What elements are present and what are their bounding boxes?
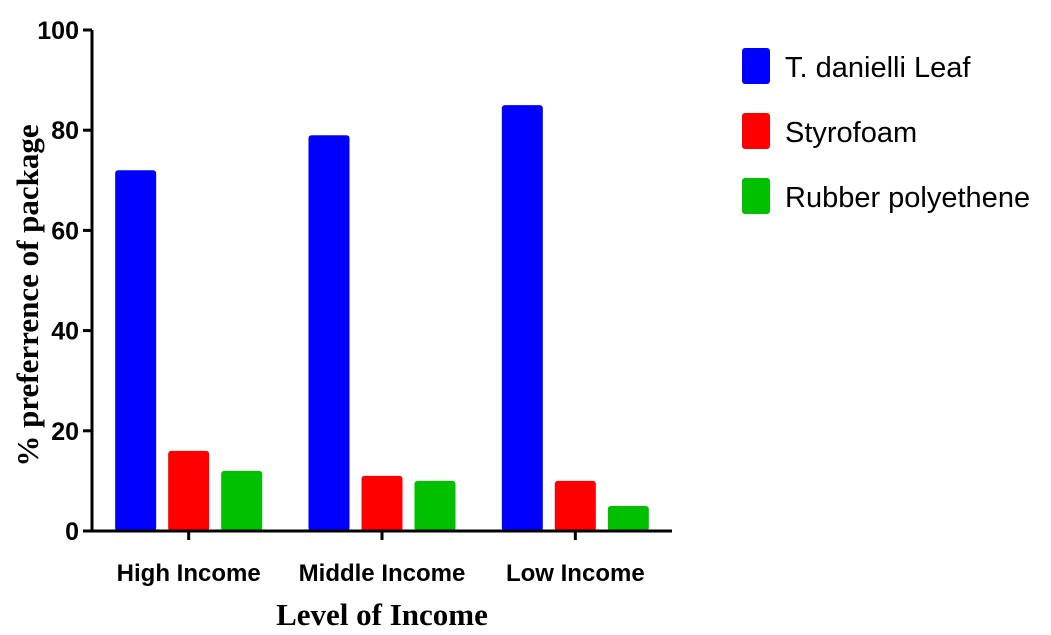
legend-label: Rubber polyethene xyxy=(785,182,1030,214)
legend-label: Styrofoam xyxy=(785,117,917,149)
y-tick-label: 80 xyxy=(51,117,79,145)
legend-swatch xyxy=(742,113,770,149)
x-axis-ticks: High Income Middle Income Low Income xyxy=(117,531,645,587)
y-axis-title: % preferrence of package xyxy=(10,124,45,466)
x-tick-label: Middle Income xyxy=(299,560,466,587)
y-tick-label: 40 xyxy=(51,318,79,346)
x-tick-label: High Income xyxy=(117,560,261,587)
bar xyxy=(308,135,350,531)
bar xyxy=(554,480,596,531)
bar xyxy=(115,170,157,531)
y-axis-ticks: 0 20 40 60 80 100 xyxy=(37,17,92,546)
y-tick-label: 20 xyxy=(51,418,79,446)
bar xyxy=(361,475,403,531)
bar xyxy=(607,505,649,531)
bar xyxy=(221,470,263,531)
bar xyxy=(168,450,210,531)
legend-swatch xyxy=(742,48,770,84)
bars-group xyxy=(115,105,649,532)
y-tick-label: 100 xyxy=(37,17,79,45)
legend: T. danielli Leaf Styrofoam Rubber polyethe… xyxy=(742,48,1030,214)
y-tick-label: 60 xyxy=(51,217,79,245)
bar xyxy=(414,480,456,531)
legend-label: T. danielli Leaf xyxy=(785,52,971,84)
bar xyxy=(501,105,543,532)
y-tick-label: 0 xyxy=(65,518,79,546)
legend-swatch xyxy=(742,178,770,214)
x-axis-title: Level of Income xyxy=(276,597,488,632)
x-tick-label: Low Income xyxy=(506,560,645,587)
